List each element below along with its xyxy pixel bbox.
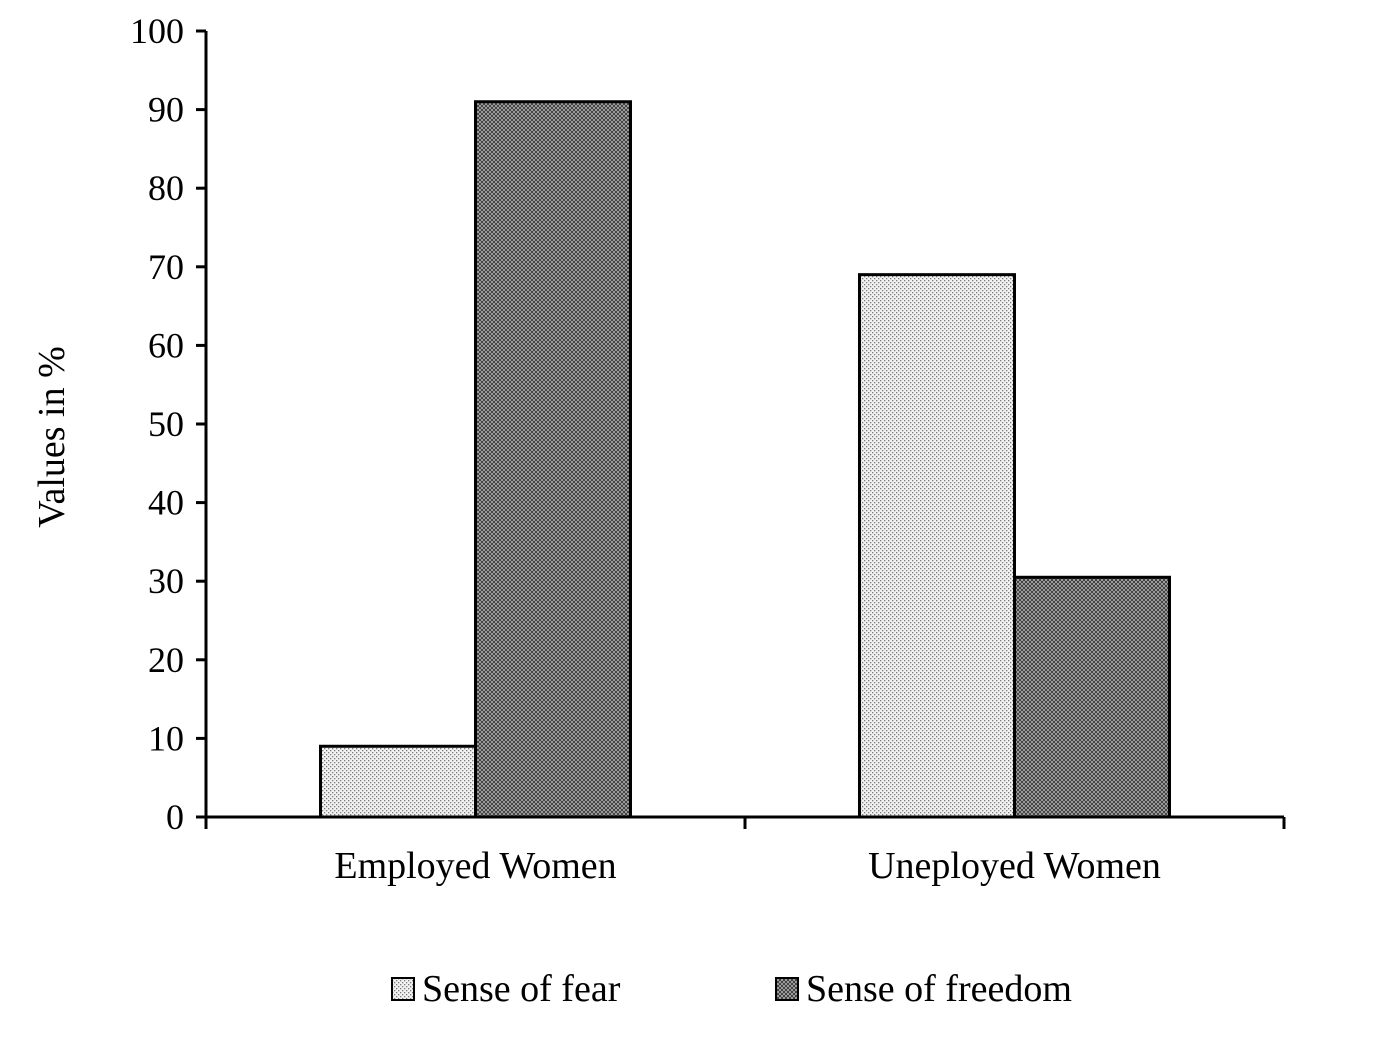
bar-freedom-unemployed [1013,575,1171,819]
x-axis-labels: Employed Women Uneployed Women [334,845,1161,887]
y-tick-label: 90 [148,90,184,130]
y-axis-label: Values in % [31,346,73,528]
bars [319,100,1171,819]
y-tick-label: 60 [148,325,184,365]
legend-swatch [391,977,415,1001]
bar-fear-employed [319,744,477,819]
legend-label: Sense of fear [422,968,621,1010]
y-tick-label: 40 [148,483,184,523]
x-category-label: Employed Women [334,845,616,887]
y-tick-label: 20 [148,640,184,680]
legend-label: Sense of freedom [806,968,1072,1010]
x-category-label: Uneployed Women [868,845,1161,887]
legend-swatch [775,977,799,1001]
y-tick-label: 80 [148,168,184,208]
bar-fear-unemployed [858,273,1016,819]
y-tick-label: 30 [148,561,184,601]
y-tick-label: 50 [148,404,184,444]
y-axis-ticks: 0 10 20 30 40 50 60 70 80 90 100 [130,11,206,837]
legend: Sense of fear Sense of freedom [391,968,1072,1010]
bar-freedom-employed [474,100,632,819]
y-tick-label: 10 [148,718,184,758]
axes [204,31,1286,829]
y-tick-label: 70 [148,247,184,287]
y-tick-label: 0 [166,797,184,837]
y-tick-label: 100 [130,11,184,51]
